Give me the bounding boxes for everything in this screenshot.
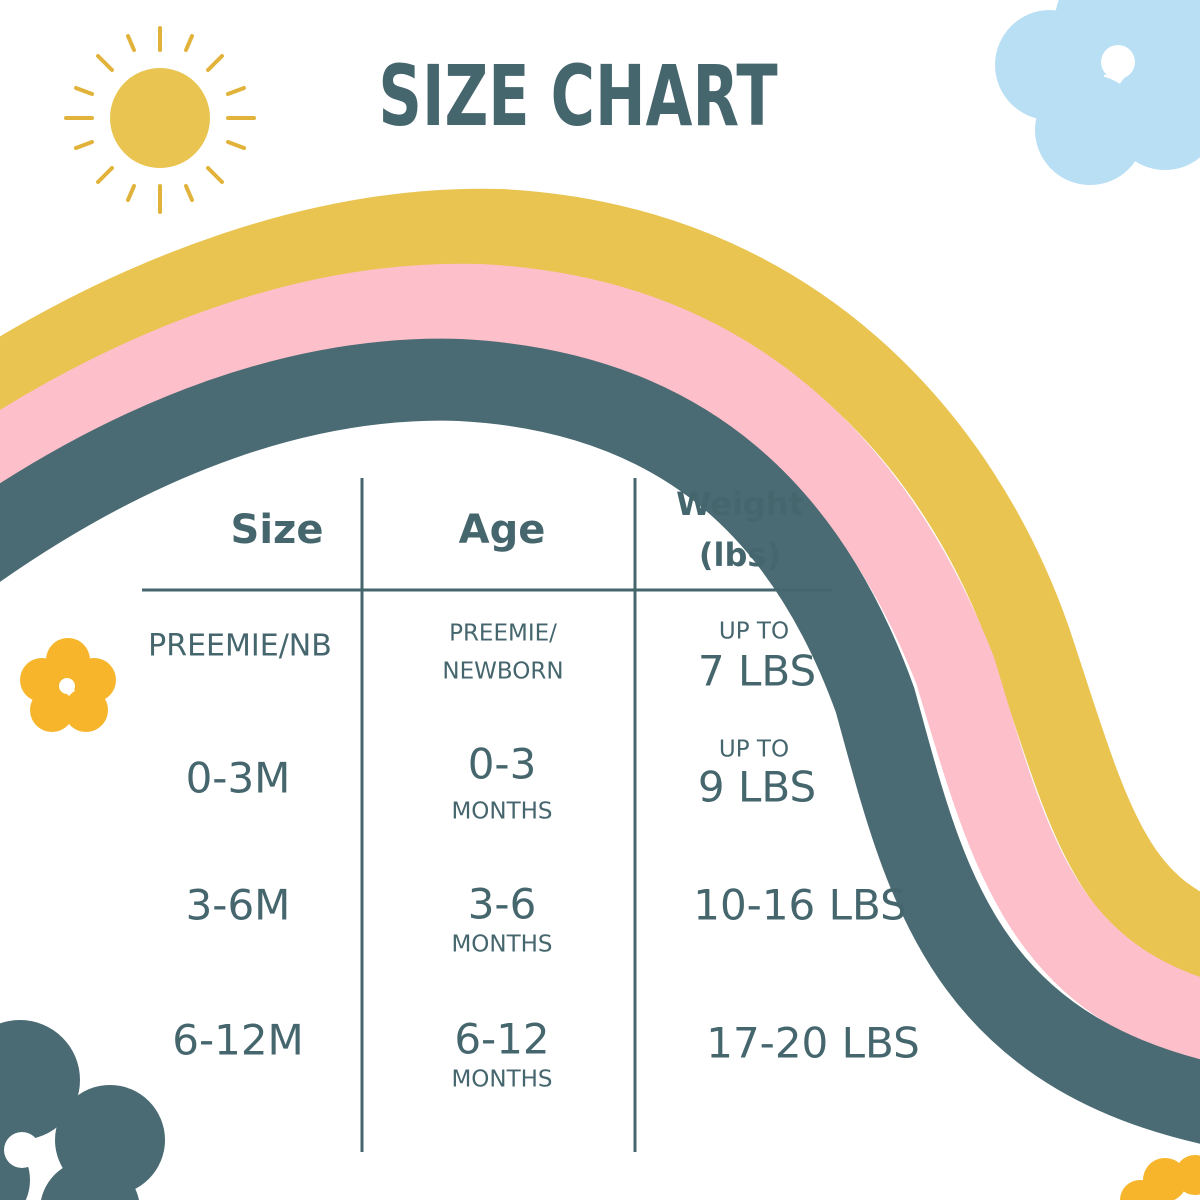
sun: [64, 26, 256, 214]
table-cell: 17-20 LBS: [706, 1019, 920, 1068]
column-header: Weight: [676, 485, 804, 523]
column-header: Age: [459, 507, 546, 553]
flower-orange-small: [1120, 1155, 1200, 1200]
flower-teal: [0, 1020, 165, 1200]
table-cell: MONTHS: [451, 932, 552, 958]
table-cell: 0-3M: [186, 754, 291, 803]
table-cell: 0-3: [468, 740, 537, 789]
table-cell: 10-16 LBS: [693, 881, 907, 930]
table-cell: 3-6M: [186, 881, 291, 930]
table-cell: MONTHS: [451, 1067, 552, 1093]
table-cell: 9 LBS: [698, 763, 816, 812]
title: SIZE CHART: [378, 48, 777, 146]
flower-orange: [20, 638, 116, 732]
rainbow: [0, 188, 1200, 1144]
table-cell: 7 LBS: [698, 647, 816, 696]
table-cell: MONTHS: [451, 799, 552, 825]
flower-blue: [995, 0, 1200, 185]
table-cell: NEWBORN: [442, 659, 563, 685]
table-cell: 6-12M: [172, 1016, 304, 1065]
table-cell: UP TO: [719, 619, 789, 645]
table: Size Age Weight (lbs) PREEMIE/NB PREEMIE/NEWB…: [148, 485, 920, 1093]
column-header: (lbs): [699, 536, 781, 574]
table-cell: 3-6: [468, 880, 537, 929]
column-header: Size: [231, 507, 324, 553]
table-lines: [142, 478, 832, 1152]
table-cell: PREEMIE/NB: [148, 629, 332, 664]
table-cell: UP TO: [719, 737, 789, 763]
table-cell: PREEMIE/: [449, 621, 557, 647]
table-cell: 6-12: [454, 1015, 549, 1064]
